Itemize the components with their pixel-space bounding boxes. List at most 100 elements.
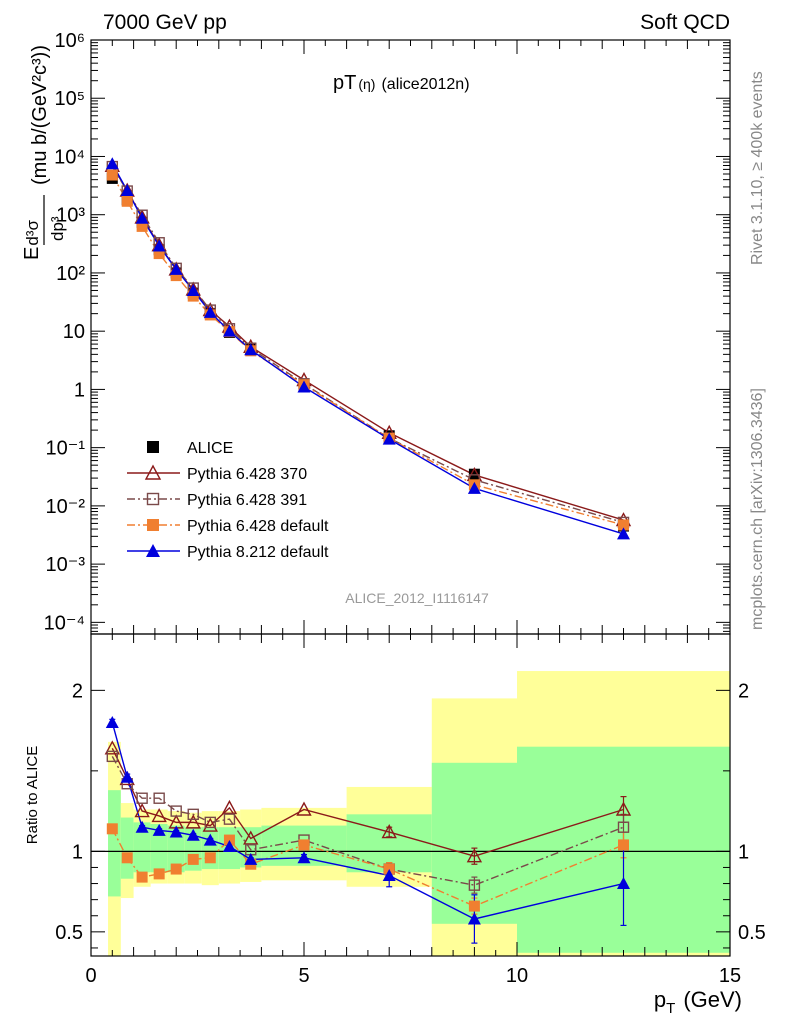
ratio-data-point xyxy=(468,900,480,912)
ratio-data-point xyxy=(121,852,133,864)
ratio-data-point xyxy=(615,801,632,816)
ratio-data-point xyxy=(106,750,119,763)
legend-marker xyxy=(146,544,160,557)
main-data-point xyxy=(170,270,182,282)
legend: ALICE Pythia 6.428 370 Pythia 6.428 391 Pyt… xyxy=(127,440,329,561)
header-right: Soft QCD xyxy=(640,11,730,34)
ratio-data-point xyxy=(468,879,481,891)
legend-label: Pythia 6.428 default xyxy=(187,518,329,535)
ratio-data-point xyxy=(135,820,149,833)
plot-title: pT (η) (alice2012n) xyxy=(333,72,470,94)
svg-text:(mu b/(GeV²c³)): (mu b/(GeV²c³)) xyxy=(29,45,51,185)
ratio-y-tick-label-right: 2 xyxy=(738,680,749,702)
legend-marker xyxy=(144,464,162,480)
ratio-data-point xyxy=(298,839,310,851)
ratio-axes: 0 5 10 15 0.5 0.5 1 1 2 2 xyxy=(55,633,766,987)
ratio-data-point xyxy=(221,799,238,815)
main-data-point xyxy=(121,195,133,207)
main-data-point xyxy=(187,290,199,302)
ratio-data-point xyxy=(136,871,148,883)
rivet-version-text: Rivet 3.1.10, ≥ 400k events xyxy=(749,71,766,265)
ratio-data-point xyxy=(120,770,134,783)
main-y-tick-label: 10⁻¹ xyxy=(46,438,86,460)
ratio-data-point xyxy=(185,814,201,829)
ratio-series-group xyxy=(104,716,632,944)
main-data-point xyxy=(135,211,149,224)
legend-marker xyxy=(147,441,159,453)
green-band-bin xyxy=(133,822,151,873)
ratio-data-point xyxy=(153,868,165,880)
legend-label: ALICE xyxy=(187,440,233,457)
ratio-data-point xyxy=(151,807,167,823)
ratio-data-point xyxy=(136,792,148,804)
ratio-data-point xyxy=(134,803,150,818)
x-tick-label: 10 xyxy=(506,965,528,987)
main-series-group xyxy=(104,157,632,540)
main-data-point xyxy=(382,432,396,445)
ratio-data-point xyxy=(104,740,120,755)
ratio-data-point xyxy=(204,852,216,864)
ratio-data-point xyxy=(186,828,200,841)
ratio-data-point xyxy=(204,816,216,829)
ratio-data-point xyxy=(170,805,182,817)
main-data-point xyxy=(106,169,118,181)
x-tick-label: 0 xyxy=(85,965,96,987)
x-axis-label: pT (GeV) xyxy=(654,987,742,1017)
ratio-data-point xyxy=(381,824,397,839)
svg-text:dp³: dp³ xyxy=(48,216,67,241)
ratio-data-point xyxy=(187,808,199,821)
green-band-bin xyxy=(120,817,134,879)
main-data-point xyxy=(120,184,134,197)
main-data-point xyxy=(617,527,630,540)
ratio-data-point xyxy=(106,823,118,835)
legend-marker xyxy=(146,492,160,506)
main-y-tick-label: 10² xyxy=(56,263,85,285)
x-tick-label: 15 xyxy=(719,965,741,987)
ratio-data-point xyxy=(222,840,236,853)
x-tick-label: 5 xyxy=(298,965,309,987)
ratio-data-point xyxy=(382,869,396,881)
ratio-data-point xyxy=(169,825,183,838)
main-y-tick-label: 10⁶ xyxy=(55,30,85,52)
ratio-data-point xyxy=(466,848,483,863)
legend-label: Pythia 8.212 default xyxy=(187,544,329,561)
ratio-series-line xyxy=(111,748,624,857)
ratio-y-tick-label-left: 2 xyxy=(72,680,83,702)
ratio-data-point xyxy=(243,830,259,845)
ratio-data-point xyxy=(202,817,218,832)
green-band-bin xyxy=(108,790,121,897)
analysis-watermark: ALICE_2012_I1116147 xyxy=(345,590,489,606)
legend-label: Pythia 6.428 391 xyxy=(187,492,307,509)
ratio-y-tick-label-left: 1 xyxy=(72,841,83,863)
main-data-point xyxy=(244,343,258,356)
main-data-point xyxy=(153,248,165,260)
mcplots-reference-text: mcplots.cern.ch [arXiv:1306.3436] xyxy=(749,388,766,630)
main-data-point xyxy=(169,262,183,275)
ratio-data-point xyxy=(244,852,258,865)
svg-text:Ed³σ: Ed³σ xyxy=(21,220,43,260)
main-y-tick-label: 10 xyxy=(63,321,85,343)
main-y-tick-label: 10⁻³ xyxy=(46,554,86,576)
ratio-data-point xyxy=(223,813,236,825)
main-data-point xyxy=(222,324,236,337)
main-data-point xyxy=(186,283,200,296)
ratio-data-point xyxy=(170,863,182,875)
ratio-data-point xyxy=(152,823,166,836)
main-data-point xyxy=(297,380,311,393)
ratio-data-point xyxy=(297,851,311,864)
main-y-tick-label: 10⁻⁴ xyxy=(44,612,85,634)
main-axes: 10⁻⁴ 10⁻³ 10⁻² 10⁻¹ 1 10 10² 10³ 10⁴ 10⁵ 10⁶ xyxy=(44,30,731,635)
main-data-point xyxy=(203,305,217,318)
main-data-point xyxy=(618,519,629,531)
ratio-data-point xyxy=(617,877,630,890)
ratio-data-point xyxy=(467,912,481,925)
legend-marker xyxy=(147,519,159,531)
main-y-tick-label: 10⁵ xyxy=(54,88,85,110)
ratio-data-point xyxy=(617,821,630,833)
main-y-tick-label: 10⁻² xyxy=(46,496,86,518)
main-data-point xyxy=(152,239,166,252)
green-band-bin xyxy=(150,823,168,873)
ratio-data-point xyxy=(296,801,312,816)
ratio-data-point xyxy=(203,833,217,846)
